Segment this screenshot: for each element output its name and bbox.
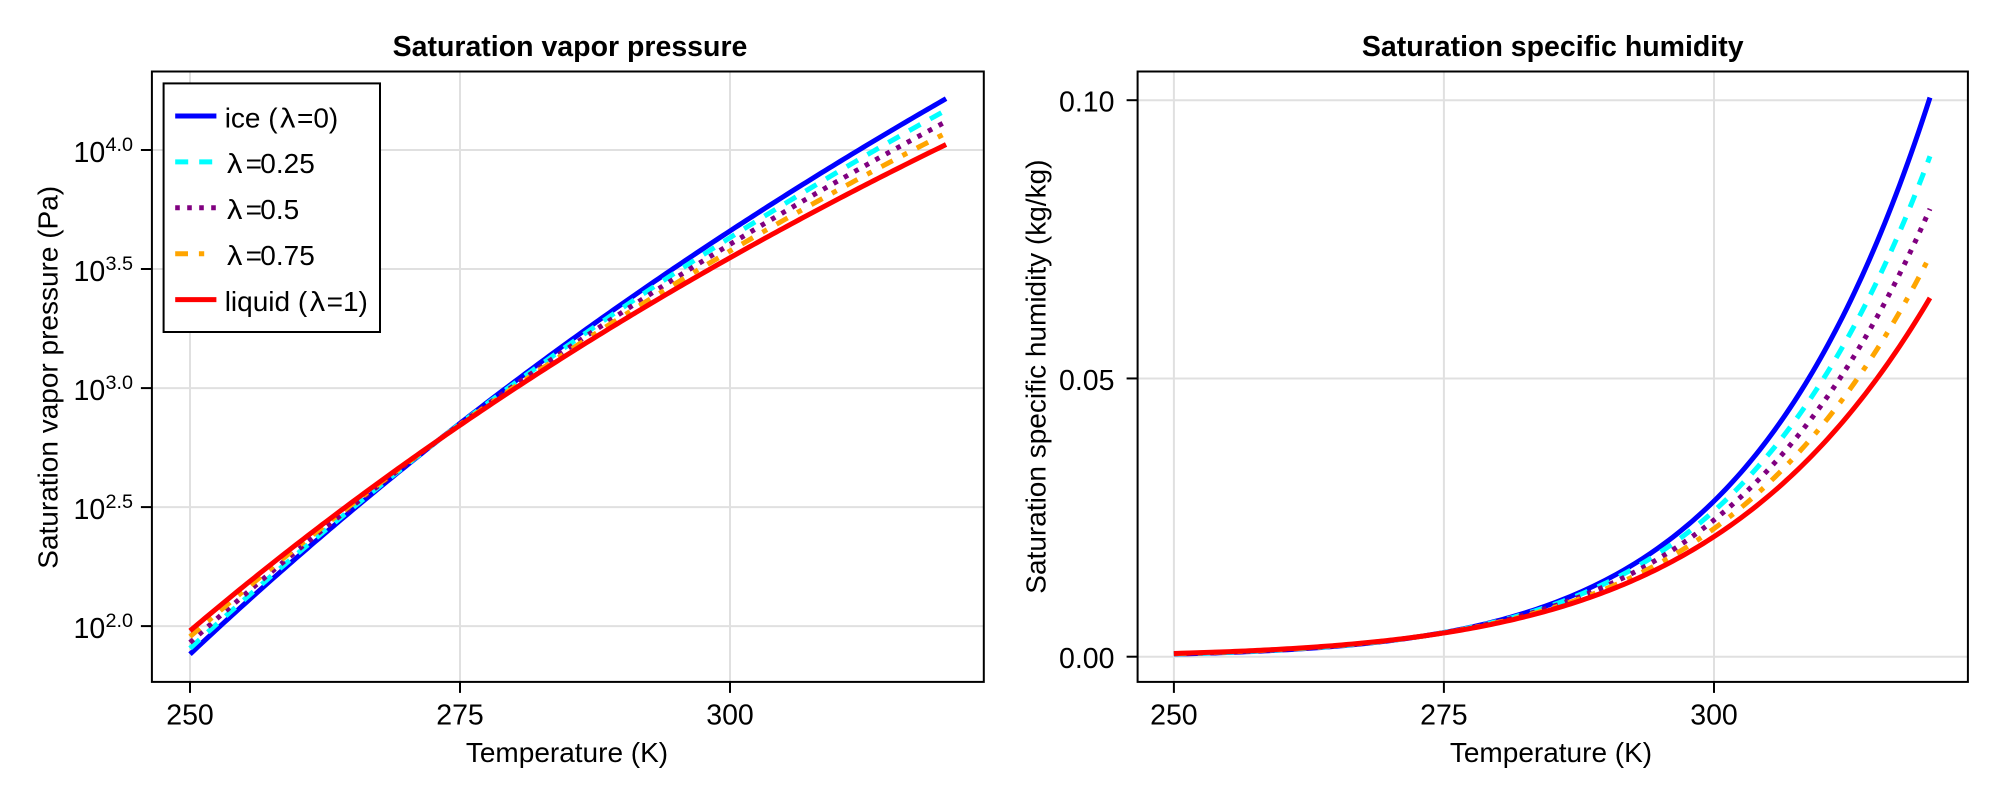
svg-text:λ: λ: [227, 194, 242, 225]
svg-text:0.75: 0.75: [260, 240, 315, 271]
svg-text:=0): =0): [297, 102, 338, 133]
svg-text:10: 10: [74, 613, 106, 645]
svg-text:250: 250: [1150, 700, 1198, 732]
svg-text:2.5: 2.5: [106, 491, 134, 513]
svg-text:Temperature (K): Temperature (K): [1450, 737, 1652, 768]
svg-text:0.10: 0.10: [1059, 87, 1114, 119]
svg-text:275: 275: [436, 700, 484, 732]
svg-text:0.25: 0.25: [260, 148, 315, 179]
svg-text:=: =: [246, 240, 262, 271]
svg-text:Saturation specific humidity: Saturation specific humidity: [1362, 31, 1744, 63]
svg-text:0.05: 0.05: [1059, 365, 1114, 397]
svg-text:3.0: 3.0: [106, 372, 134, 394]
svg-text:0.5: 0.5: [260, 194, 299, 225]
svg-text:=1): =1): [327, 286, 368, 317]
svg-text:Saturation vapor pressure (Pa): Saturation vapor pressure (Pa): [33, 186, 64, 569]
svg-text:Saturation specific humidity (: Saturation specific humidity (kg/kg): [1021, 160, 1052, 594]
svg-text:300: 300: [706, 700, 754, 732]
svg-text:λ: λ: [280, 102, 295, 133]
svg-text:275: 275: [1420, 700, 1468, 732]
svg-text:10: 10: [74, 256, 106, 288]
svg-text:10: 10: [74, 494, 106, 526]
svg-text:2.0: 2.0: [106, 610, 134, 632]
svg-text:10: 10: [74, 375, 106, 407]
svg-text:3.5: 3.5: [106, 253, 134, 275]
svg-text:10: 10: [74, 137, 106, 169]
svg-text:4.0: 4.0: [106, 134, 134, 156]
svg-text:λ: λ: [227, 240, 242, 271]
svg-text:300: 300: [1690, 700, 1738, 732]
svg-text:Saturation vapor pressure: Saturation vapor pressure: [393, 31, 748, 63]
svg-text:0.00: 0.00: [1059, 643, 1114, 675]
svg-text:Temperature (K): Temperature (K): [466, 737, 668, 768]
svg-text:λ: λ: [310, 286, 325, 317]
svg-text:250: 250: [166, 700, 214, 732]
svg-text:λ: λ: [227, 148, 242, 179]
svg-text:ice (: ice (: [225, 102, 279, 133]
svg-text:=: =: [246, 194, 262, 225]
svg-text:liquid (: liquid (: [225, 286, 308, 317]
svg-text:=: =: [246, 148, 262, 179]
